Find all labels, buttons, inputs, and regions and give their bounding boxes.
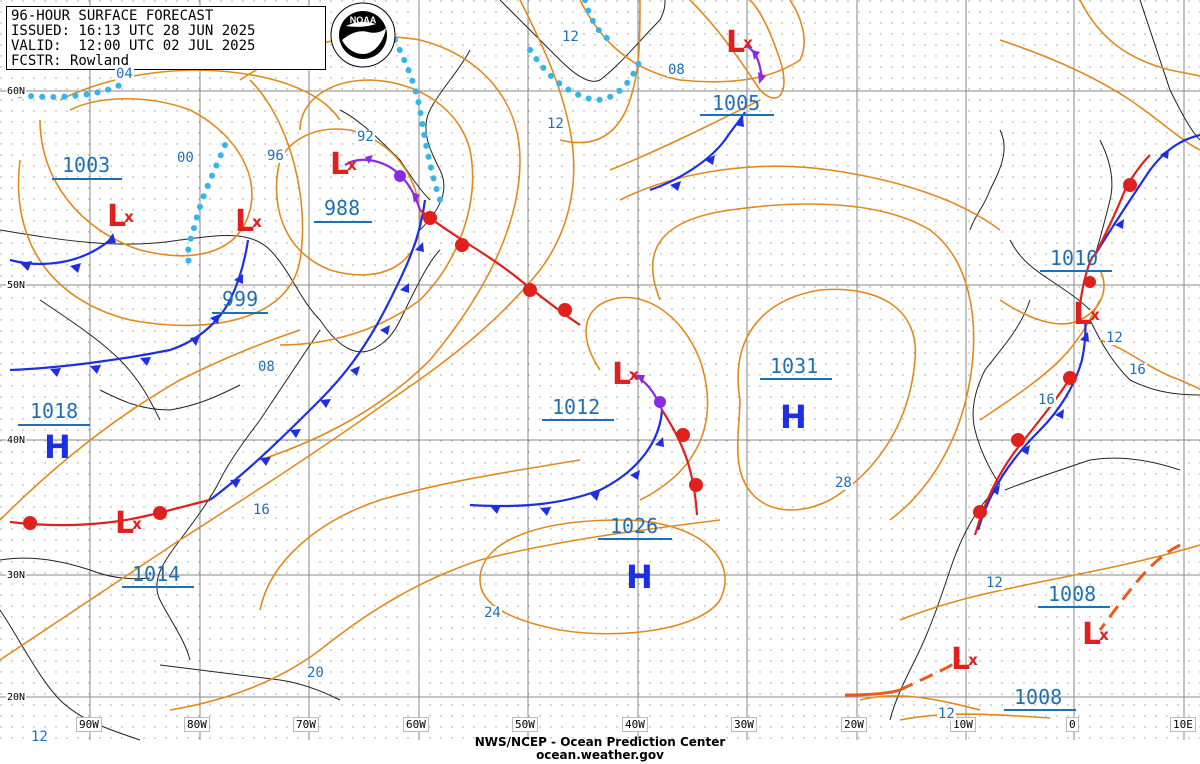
pressure-underline (1040, 270, 1112, 272)
isobar-label: 16 (252, 502, 271, 518)
warm-front-bumps (23, 178, 1137, 530)
high-pressure-marker: H (626, 558, 653, 596)
low-pressure-marker: Lx (1073, 297, 1100, 332)
low-pressure-marker: Lx (115, 506, 142, 541)
pressure-label-999: 999 (222, 287, 259, 311)
pressure-underline (52, 178, 122, 180)
lon-label-90w: 90W (76, 717, 102, 732)
cold-front-triangles (20, 117, 1169, 516)
forecast-title: 96-HOUR SURFACE FORECAST (11, 8, 214, 24)
lon-label-70w: 70W (293, 717, 319, 732)
pressure-underline (1004, 709, 1076, 711)
footer-credit: NWS/NCEP - Ocean Prediction Center (474, 735, 726, 749)
lat-label-40n: 40N (6, 435, 27, 446)
forecast-header-box: 96-HOUR SURFACE FORECAST ISSUED: 16:13 U… (6, 6, 326, 70)
lon-label-60w: 60W (403, 717, 429, 732)
lon-label-0: 0 (1066, 717, 1079, 732)
isobar-label: 08 (257, 359, 276, 375)
high-pressure-marker: H (780, 398, 807, 436)
low-pressure-marker: Lx (330, 147, 357, 182)
isobar-label: 12 (30, 729, 49, 745)
pressure-underline (122, 586, 194, 588)
isobar-label: 24 (483, 605, 502, 621)
low-pressure-marker: Lx (1082, 617, 1109, 652)
lon-label-40w: 40W (622, 717, 648, 732)
occluded-front-symbols (365, 50, 766, 408)
pressure-label-1012: 1012 (552, 395, 601, 419)
isobar-label: 12 (937, 706, 956, 722)
pressure-label-1003: 1003 (62, 153, 111, 177)
pressure-underline (700, 114, 774, 116)
lat-label-50n: 50N (6, 280, 27, 291)
lon-label-10w: 10W (950, 717, 976, 732)
pressure-label-1010: 1010 (1050, 246, 1099, 270)
coastlines (0, 0, 1200, 741)
pressure-underline (760, 378, 832, 380)
troughs (899, 543, 1181, 692)
isobar-label: 12 (561, 29, 580, 45)
lon-label-80w: 80W (184, 717, 210, 732)
isobar-label: 12 (1105, 330, 1124, 346)
isobar-label: 16 (1037, 392, 1056, 408)
pressure-label-1026: 1026 (610, 514, 659, 538)
ice-edge (17, 0, 643, 268)
trough-segment (844, 688, 901, 697)
isobar-label: 96 (266, 148, 285, 164)
pressure-underline (18, 424, 90, 426)
pressure-label-1008-north: 1008 (1048, 582, 1097, 606)
pressure-underline (314, 221, 372, 223)
lon-label-10e: 10E (1170, 717, 1196, 732)
isobar-label: 16 (1128, 362, 1147, 378)
lon-label-30w: 30W (731, 717, 757, 732)
low-pressure-marker: Lx (107, 199, 134, 234)
low-pressure-marker: Lx (726, 25, 753, 60)
isobar-label: 04 (115, 66, 134, 82)
pressure-label-988: 988 (324, 196, 361, 220)
cold-fronts (9, 111, 1200, 531)
lat-label-60n: 60N (6, 86, 27, 97)
low-pressure-marker: Lx (612, 357, 639, 392)
lon-label-50w: 50W (512, 717, 538, 732)
noaa-logo-text: NOAA (350, 15, 377, 25)
isobar-label: 12 (546, 116, 565, 132)
footer-url: ocean.weather.gov (536, 748, 664, 762)
high-pressure-marker: H (44, 428, 71, 466)
issued-time: ISSUED: 16:13 UTC 28 JUN 2025 (11, 23, 256, 39)
low-pressure-marker: Lx (951, 642, 978, 677)
pressure-underline (1038, 606, 1110, 608)
isobar-label: 08 (667, 62, 686, 78)
isobar-label: 28 (834, 475, 853, 491)
lon-label-20w: 20W (841, 717, 867, 732)
pressure-label-1031: 1031 (770, 354, 819, 378)
isobar-label: 00 (176, 150, 195, 166)
pressure-label-1018: 1018 (30, 399, 79, 423)
pressure-label-1008-south: 1008 (1014, 685, 1063, 709)
isobar-label: 20 (306, 665, 325, 681)
pressure-underline (212, 312, 268, 314)
pressure-underline (598, 538, 672, 540)
pressure-label-1014: 1014 (132, 562, 181, 586)
isobar-label: 12 (985, 575, 1004, 591)
lat-label-30n: 30N (6, 570, 27, 581)
pressure-underline (542, 419, 614, 421)
forecaster: FCSTR: Rowland (11, 53, 130, 69)
low-pressure-marker: Lx (235, 204, 262, 239)
valid-time: VALID: 12:00 UTC 02 JUL 2025 (11, 38, 256, 54)
noaa-logo: NOAA (330, 2, 396, 68)
isobar-label: 92 (356, 129, 375, 145)
lat-label-20n: 20N (6, 692, 27, 703)
pressure-label-1005: 1005 (712, 91, 761, 115)
